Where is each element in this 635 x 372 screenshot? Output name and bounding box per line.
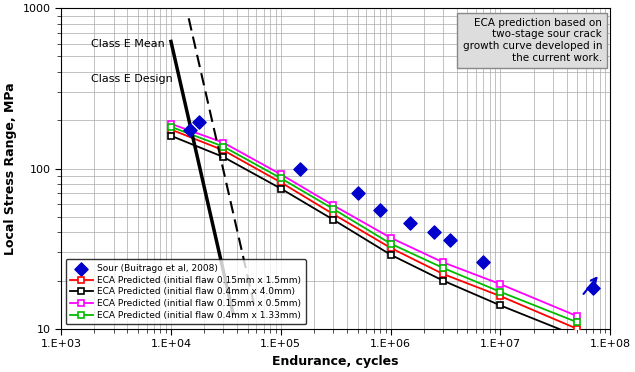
Text: ECA prediction based on
two-stage sour crack
growth curve developed in
the curre: ECA prediction based on two-stage sour c… xyxy=(462,18,602,62)
ECA Predicted (initial flaw 0.4mm x 1.33mm) xyxy=(277,176,284,180)
ECA Predicted (initial flaw 0.4mm x 4.0mm) xyxy=(439,278,447,283)
ECA Predicted (initial flaw 0.15mm x 0.5mm) xyxy=(220,140,227,145)
ECA Predicted (initial flaw 0.15mm x 0.5mm) xyxy=(167,122,175,126)
ECA Predicted (initial flaw 0.4mm x 4.0mm) xyxy=(330,217,337,222)
Sour (Buitrago et al, 2008) xyxy=(429,230,439,235)
Sour (Buitrago et al, 2008) xyxy=(478,259,488,265)
Line: ECA Predicted (initial flaw 0.4mm x 1.33mm): ECA Predicted (initial flaw 0.4mm x 1.33… xyxy=(168,124,580,326)
ECA Predicted (initial flaw 0.4mm x 1.33mm) xyxy=(497,290,504,294)
ECA Predicted (initial flaw 0.15mm x 1.5mm) xyxy=(220,148,227,153)
ECA Predicted (initial flaw 0.15mm x 0.5mm) xyxy=(387,235,394,240)
ECA Predicted (initial flaw 0.4mm x 4.0mm) xyxy=(167,134,175,138)
Legend: Sour (Buitrago et al, 2008), ECA Predicted (initial flaw 0.15mm x 1.5mm), ECA Pr: Sour (Buitrago et al, 2008), ECA Predict… xyxy=(65,260,306,324)
ECA Predicted (initial flaw 0.15mm x 0.5mm) xyxy=(439,260,447,264)
ECA Predicted (initial flaw 0.4mm x 4.0mm) xyxy=(497,303,504,308)
ECA Predicted (initial flaw 0.15mm x 1.5mm) xyxy=(387,246,394,250)
Y-axis label: Local Stress Range, MPa: Local Stress Range, MPa xyxy=(4,82,17,255)
X-axis label: Endurance, cycles: Endurance, cycles xyxy=(272,355,399,368)
ECA Predicted (initial flaw 0.4mm x 1.33mm) xyxy=(220,144,227,149)
ECA Predicted (initial flaw 0.4mm x 4.0mm) xyxy=(387,253,394,257)
ECA Predicted (initial flaw 0.15mm x 0.5mm) xyxy=(573,314,581,318)
ECA Predicted (initial flaw 0.4mm x 1.33mm) xyxy=(330,207,337,211)
ECA Predicted (initial flaw 0.4mm x 1.33mm) xyxy=(439,266,447,270)
ECA Predicted (initial flaw 0.4mm x 1.33mm) xyxy=(573,320,581,324)
ECA Predicted (initial flaw 0.15mm x 0.5mm) xyxy=(497,282,504,286)
ECA Predicted (initial flaw 0.15mm x 0.5mm) xyxy=(330,203,337,208)
Line: ECA Predicted (initial flaw 0.4mm x 4.0mm): ECA Predicted (initial flaw 0.4mm x 4.0m… xyxy=(168,132,580,340)
Sour (Buitrago et al, 2008) xyxy=(295,166,305,171)
ECA Predicted (initial flaw 0.4mm x 4.0mm) xyxy=(277,186,284,191)
ECA Predicted (initial flaw 0.15mm x 1.5mm) xyxy=(497,294,504,298)
ECA Predicted (initial flaw 0.15mm x 1.5mm) xyxy=(330,212,337,216)
ECA Predicted (initial flaw 0.4mm x 4.0mm) xyxy=(573,334,581,339)
Sour (Buitrago et al, 2008) xyxy=(185,126,196,132)
ECA Predicted (initial flaw 0.15mm x 1.5mm) xyxy=(167,127,175,132)
Line: ECA Predicted (initial flaw 0.15mm x 0.5mm): ECA Predicted (initial flaw 0.15mm x 0.5… xyxy=(168,121,580,320)
Line: ECA Predicted (initial flaw 0.15mm x 1.5mm): ECA Predicted (initial flaw 0.15mm x 1.5… xyxy=(168,126,580,332)
Sour (Buitrago et al, 2008) xyxy=(405,219,415,225)
Sour (Buitrago et al, 2008) xyxy=(352,190,363,196)
ECA Predicted (initial flaw 0.15mm x 1.5mm) xyxy=(573,327,581,331)
Sour (Buitrago et al, 2008) xyxy=(194,119,204,125)
ECA Predicted (initial flaw 0.4mm x 4.0mm) xyxy=(220,155,227,159)
Text: Class E Design: Class E Design xyxy=(91,74,173,84)
ECA Predicted (initial flaw 0.4mm x 1.33mm) xyxy=(387,241,394,246)
ECA Predicted (initial flaw 0.15mm x 1.5mm) xyxy=(277,180,284,185)
Sour (Buitrago et al, 2008) xyxy=(375,207,385,213)
Sour (Buitrago et al, 2008) xyxy=(588,285,598,291)
Text: Class E Mean: Class E Mean xyxy=(91,39,165,49)
ECA Predicted (initial flaw 0.15mm x 1.5mm) xyxy=(439,272,447,276)
ECA Predicted (initial flaw 0.15mm x 0.5mm) xyxy=(277,172,284,177)
Sour (Buitrago et al, 2008) xyxy=(445,237,455,243)
ECA Predicted (initial flaw 0.4mm x 1.33mm) xyxy=(167,125,175,129)
